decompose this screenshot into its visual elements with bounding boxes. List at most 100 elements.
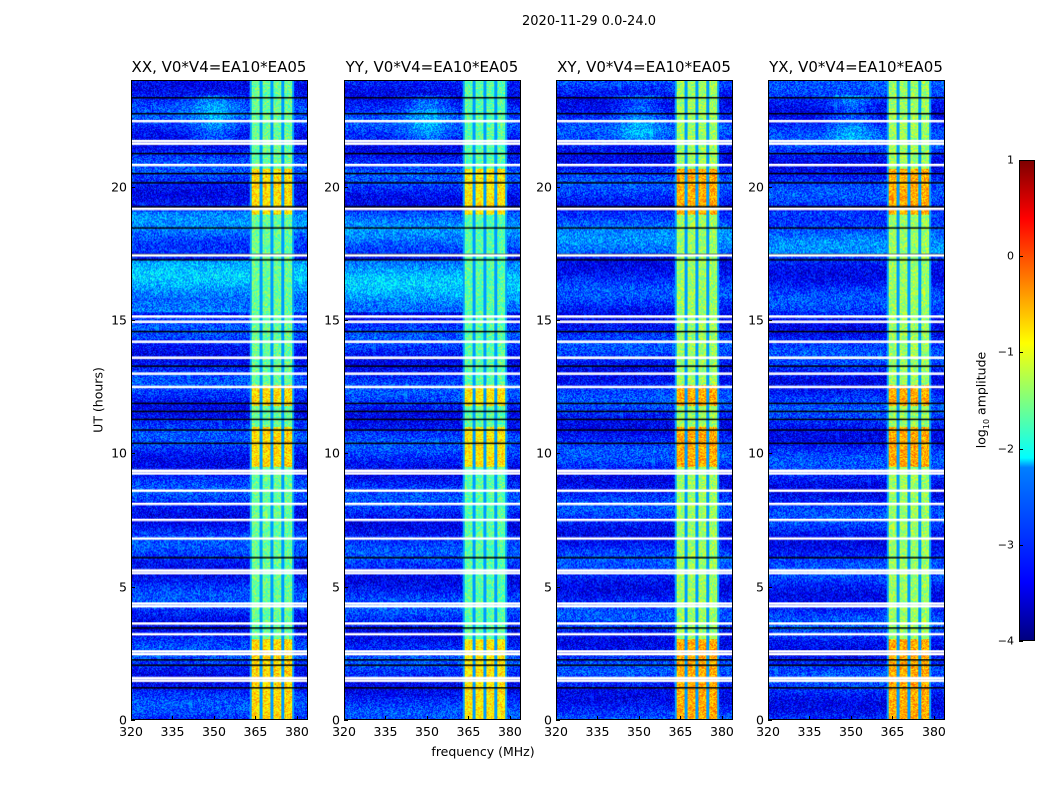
- x-tick-mark: [721, 716, 723, 720]
- y-tick-mark: [768, 453, 772, 455]
- colorbar: [1019, 160, 1035, 641]
- x-tick-mark: [296, 716, 298, 720]
- x-tick-mark: [933, 716, 935, 720]
- x-axis-label: frequency (MHz): [431, 744, 535, 759]
- y-tick-mark: [344, 186, 348, 188]
- y-tick-label: 10: [111, 445, 127, 461]
- y-tick-mark: [768, 586, 772, 588]
- x-tick-mark: [426, 716, 428, 720]
- colorbar-tick-label: −4: [997, 634, 1014, 648]
- colorbar-tick-mark: [1019, 544, 1023, 546]
- y-tick-label: 10: [536, 445, 552, 461]
- y-tick-mark: [344, 320, 348, 321]
- y-tick-mark: [556, 453, 560, 455]
- colorbar-tick-label: −2: [997, 442, 1014, 456]
- y-tick-label: 20: [536, 179, 552, 195]
- x-tick-label: 365: [456, 724, 481, 739]
- y-tick-label: 0: [756, 712, 764, 728]
- y-tick-label: 5: [332, 579, 340, 595]
- panel-title-yx: YX, V0*V4=EA10*EA05: [769, 58, 943, 76]
- heatmap-cells: [769, 81, 944, 719]
- x-tick-mark: [344, 716, 345, 720]
- colorbar-label: log10 amplitude: [973, 352, 991, 448]
- x-tick-label: 380: [922, 724, 946, 739]
- colorbar-label-rest: amplitude: [973, 351, 989, 419]
- x-tick-mark: [556, 716, 557, 720]
- colorbar-tick-mark: [1019, 641, 1023, 642]
- colorbar-tick-label: 0: [1007, 249, 1014, 263]
- x-tick-mark: [768, 716, 769, 720]
- heatmap-cells: [557, 81, 732, 719]
- y-tick-mark: [768, 720, 772, 721]
- x-tick-label: 350: [839, 724, 863, 739]
- y-tick-mark: [344, 720, 348, 721]
- x-tick-label: 320: [756, 724, 780, 739]
- y-tick-mark: [768, 186, 772, 188]
- x-tick-mark: [213, 716, 215, 720]
- y-tick-label: 15: [111, 312, 127, 328]
- colorbar-label-log: log: [973, 429, 989, 449]
- figure-title: 2020-11-29 0.0-24.0: [522, 14, 656, 29]
- y-tick-mark: [556, 586, 560, 588]
- x-tick-mark: [172, 716, 174, 720]
- colorbar-label-sub: 10: [981, 418, 991, 430]
- x-tick-label: 365: [880, 724, 905, 739]
- x-tick-label: 365: [243, 724, 268, 739]
- colorbar-tick-label: −1: [997, 345, 1014, 359]
- colorbar-tick-mark: [1019, 160, 1023, 161]
- y-tick-mark: [556, 186, 560, 188]
- y-tick-mark: [768, 320, 772, 321]
- y-tick-label: 20: [111, 179, 127, 195]
- x-tick-mark: [385, 716, 387, 720]
- x-tick-label: 380: [285, 724, 309, 739]
- x-tick-label: 350: [415, 724, 439, 739]
- y-tick-mark: [556, 320, 560, 321]
- x-tick-mark: [809, 716, 811, 720]
- x-tick-mark: [509, 716, 511, 720]
- y-tick-label: 0: [544, 712, 552, 728]
- y-axis-label: UT (hours): [90, 367, 106, 433]
- heatmap-cells: [132, 81, 307, 719]
- x-tick-mark: [850, 716, 852, 720]
- x-tick-mark: [255, 716, 257, 720]
- y-tick-label: 15: [748, 312, 764, 328]
- x-tick-label: 365: [668, 724, 693, 739]
- y-tick-mark: [131, 453, 135, 455]
- heatmap-panel-xx: [131, 80, 308, 720]
- y-tick-label: 0: [332, 712, 340, 728]
- y-tick-label: 10: [748, 445, 764, 461]
- colorbar-tick-label: 1: [1007, 153, 1014, 167]
- colorbar-tick-mark: [1019, 352, 1023, 354]
- heatmap-cells: [345, 81, 520, 719]
- x-tick-mark: [892, 716, 894, 720]
- y-tick-mark: [344, 453, 348, 455]
- y-tick-label: 5: [756, 579, 764, 595]
- y-tick-mark: [131, 186, 135, 188]
- y-tick-label: 5: [544, 579, 552, 595]
- x-tick-label: 380: [498, 724, 522, 739]
- heatmap-panel-yx: [768, 80, 945, 720]
- y-tick-label: 10: [324, 445, 340, 461]
- panel-title-xy: XY, V0*V4=EA10*EA05: [557, 58, 731, 76]
- panel-title-xx: XX, V0*V4=EA10*EA05: [131, 58, 307, 76]
- x-tick-label: 335: [160, 724, 185, 739]
- y-tick-label: 0: [119, 712, 127, 728]
- y-tick-mark: [131, 320, 135, 321]
- y-tick-label: 15: [536, 312, 552, 328]
- x-tick-label: 335: [797, 724, 822, 739]
- x-tick-label: 320: [544, 724, 568, 739]
- x-tick-label: 350: [202, 724, 226, 739]
- heatmap-panel-xy: [556, 80, 733, 720]
- panel-title-yy: YY, V0*V4=EA10*EA05: [345, 58, 519, 76]
- y-tick-mark: [344, 586, 348, 588]
- x-tick-mark: [468, 716, 470, 720]
- x-tick-mark: [680, 716, 682, 720]
- y-tick-label: 20: [324, 179, 340, 195]
- x-tick-label: 350: [627, 724, 651, 739]
- x-tick-label: 335: [585, 724, 610, 739]
- x-tick-label: 335: [373, 724, 398, 739]
- x-tick-label: 320: [119, 724, 143, 739]
- x-tick-mark: [638, 716, 640, 720]
- colorbar-tick-label: −3: [997, 538, 1014, 552]
